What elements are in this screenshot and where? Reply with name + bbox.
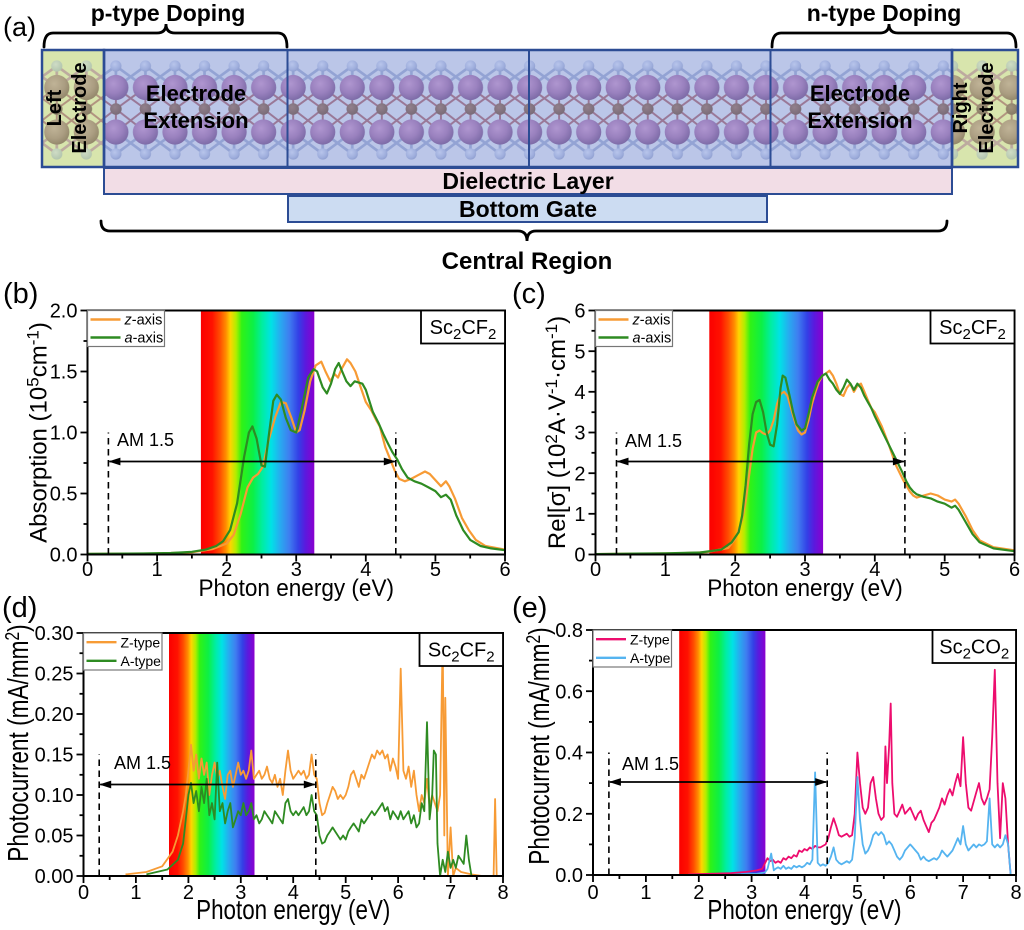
svg-text:1: 1: [152, 559, 163, 581]
svg-text:Photocurrent (mA/mm2): Photocurrent (mA/mm2): [522, 627, 556, 864]
svg-text:AM 1.5: AM 1.5: [622, 754, 679, 774]
svg-text:a-axis: a-axis: [633, 331, 672, 347]
svg-text:Extension: Extension: [143, 108, 248, 133]
svg-text:n-type Doping: n-type Doping: [807, 0, 962, 26]
svg-text:0: 0: [590, 559, 601, 581]
svg-text:0.10: 0.10: [35, 785, 74, 807]
svg-text:2: 2: [693, 882, 704, 904]
svg-text:Electrode: Electrode: [976, 62, 998, 153]
svg-text:5: 5: [574, 341, 585, 363]
svg-text:0: 0: [82, 559, 93, 581]
svg-text:1: 1: [640, 882, 651, 904]
svg-text:1: 1: [130, 882, 141, 904]
svg-text:Central Region: Central Region: [442, 248, 613, 275]
svg-text:Left: Left: [44, 89, 66, 126]
svg-text:1.0: 1.0: [50, 423, 78, 445]
svg-text:3: 3: [799, 559, 810, 581]
svg-text:4: 4: [288, 882, 299, 904]
svg-text:1: 1: [660, 559, 671, 581]
svg-text:5: 5: [852, 882, 863, 904]
svg-text:z-axis: z-axis: [632, 313, 671, 329]
svg-text:AM 1.5: AM 1.5: [114, 753, 171, 773]
svg-text:5: 5: [939, 559, 950, 581]
svg-text:Sc2CF2: Sc2CF2: [939, 317, 1006, 343]
svg-text:5: 5: [430, 559, 441, 581]
svg-text:7: 7: [958, 882, 969, 904]
svg-text:0: 0: [78, 882, 89, 904]
svg-text:1: 1: [574, 504, 585, 526]
svg-text:Absorption (105cm-1): Absorption (105cm-1): [24, 322, 53, 543]
svg-text:6: 6: [574, 301, 585, 323]
svg-text:0: 0: [587, 882, 598, 904]
svg-text:5: 5: [340, 882, 351, 904]
svg-text:Dielectric Layer: Dielectric Layer: [442, 168, 613, 194]
svg-text:Photon energy (eV): Photon energy (eV): [198, 574, 394, 601]
svg-text:Electrode: Electrode: [146, 81, 246, 106]
svg-text:6: 6: [1009, 559, 1020, 581]
svg-text:Z-type: Z-type: [121, 634, 161, 650]
svg-text:Sc2CF2: Sc2CF2: [430, 317, 497, 343]
svg-text:(e): (e): [512, 592, 547, 624]
svg-text:Electrode: Electrode: [810, 81, 910, 106]
svg-text:3: 3: [574, 423, 585, 445]
svg-text:0.25: 0.25: [35, 664, 74, 686]
svg-text:A-type: A-type: [630, 650, 671, 666]
svg-text:Photocurrent (mA/mm2): Photocurrent (mA/mm2): [1, 624, 35, 861]
svg-text:0.2: 0.2: [555, 804, 583, 826]
svg-text:3: 3: [291, 559, 302, 581]
svg-text:0.6: 0.6: [555, 681, 583, 703]
svg-text:Photon energy (eV): Photon energy (eV): [196, 895, 390, 926]
svg-text:2: 2: [574, 463, 585, 485]
svg-text:4: 4: [574, 382, 585, 404]
svg-text:4: 4: [360, 559, 371, 581]
svg-text:0.0: 0.0: [50, 545, 78, 567]
svg-text:Photon energy (eV): Photon energy (eV): [707, 895, 901, 926]
svg-text:2: 2: [730, 559, 741, 581]
svg-text:(b): (b): [3, 278, 38, 310]
svg-text:4: 4: [799, 882, 810, 904]
svg-text:6: 6: [393, 882, 404, 904]
svg-text:Extension: Extension: [807, 108, 912, 133]
svg-text:0.05: 0.05: [35, 826, 74, 848]
svg-text:0.8: 0.8: [555, 620, 583, 642]
svg-text:a-axis: a-axis: [125, 331, 164, 347]
svg-text:(d): (d): [2, 592, 37, 624]
svg-text:8: 8: [497, 882, 508, 904]
svg-text:AM 1.5: AM 1.5: [117, 430, 174, 450]
svg-text:(a): (a): [3, 12, 36, 42]
svg-text:z-axis: z-axis: [124, 313, 163, 329]
svg-text:1.5: 1.5: [50, 362, 78, 384]
svg-text:2.0: 2.0: [50, 301, 78, 323]
svg-text:Bottom Gate: Bottom Gate: [459, 196, 597, 222]
svg-text:0.0: 0.0: [555, 865, 583, 887]
svg-text:4: 4: [869, 559, 880, 581]
svg-text:(c): (c): [512, 278, 546, 310]
svg-text:3: 3: [235, 882, 246, 904]
svg-text:0.00: 0.00: [35, 866, 74, 888]
svg-text:Right: Right: [950, 82, 972, 133]
svg-text:Electrode: Electrode: [69, 62, 91, 153]
svg-text:Sc2CF2: Sc2CF2: [428, 640, 495, 666]
svg-text:Rel[σ] (102A·V-1·cm-1): Rel[σ] (102A·V-1·cm-1): [542, 316, 571, 549]
svg-text:p-type Doping: p-type Doping: [91, 0, 246, 26]
svg-text:0.4: 0.4: [555, 743, 583, 765]
svg-text:Photon energy (eV): Photon energy (eV): [707, 574, 903, 601]
svg-text:2: 2: [221, 559, 232, 581]
svg-text:2: 2: [183, 882, 194, 904]
svg-text:AM 1.5: AM 1.5: [625, 431, 682, 451]
svg-text:0: 0: [574, 545, 585, 567]
svg-text:7: 7: [445, 882, 456, 904]
svg-text:0.5: 0.5: [50, 484, 78, 506]
svg-text:6: 6: [499, 559, 510, 581]
svg-text:Sc2CO2: Sc2CO2: [939, 637, 1009, 663]
svg-text:A-type: A-type: [121, 653, 162, 669]
svg-text:Z-type: Z-type: [630, 631, 670, 647]
svg-text:3: 3: [746, 882, 757, 904]
svg-text:6: 6: [905, 882, 916, 904]
svg-text:0.20: 0.20: [35, 704, 74, 726]
svg-text:0.30: 0.30: [35, 623, 74, 645]
svg-text:8: 8: [1010, 882, 1021, 904]
svg-text:0.15: 0.15: [35, 745, 74, 767]
